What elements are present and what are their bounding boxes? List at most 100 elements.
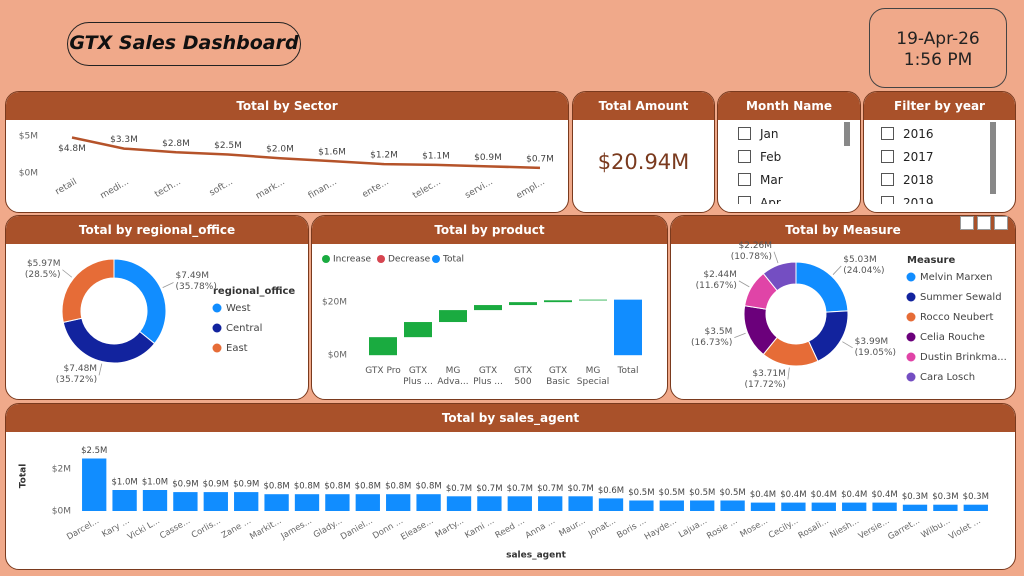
bar [386, 494, 411, 511]
x-tick-label: Jonat... [586, 516, 618, 540]
checkbox[interactable] [738, 173, 751, 186]
legend-swatch [377, 255, 385, 263]
slicer-label: Jan [760, 126, 779, 141]
filter-icon[interactable] [960, 216, 974, 230]
bar [690, 500, 715, 511]
x-tick-label: Elease... [399, 516, 435, 543]
checkbox[interactable] [881, 173, 894, 186]
slicer-label: Apr [760, 195, 781, 205]
legend-swatch [432, 255, 440, 263]
panel-title: Total by Sector [6, 92, 568, 120]
panel-title: Total by sales_agent [6, 404, 1015, 432]
donut-slice [795, 261, 849, 313]
slicer-item[interactable]: Apr [718, 191, 838, 204]
checkbox[interactable] [881, 196, 894, 204]
waterfall-bar [439, 310, 467, 323]
panel-title: Total by regional_office [6, 216, 308, 244]
bar [781, 502, 806, 511]
data-label: $2.0M [266, 145, 294, 155]
slicer-item[interactable]: 2018 [864, 168, 981, 191]
donut-slice [113, 258, 167, 345]
scrollbar[interactable] [990, 122, 996, 194]
x-tick-label: servi... [463, 177, 494, 201]
leader-line [842, 341, 853, 349]
slicer-item[interactable]: Mar [718, 168, 838, 191]
legend-swatch [906, 292, 916, 302]
data-label: $2.5M [214, 141, 242, 151]
time: 1:56 PM [903, 50, 973, 70]
checkbox[interactable] [881, 150, 894, 163]
donut-slice [61, 258, 115, 323]
data-label: $0.5M [659, 488, 685, 498]
data-label: $0.8M [415, 482, 441, 492]
bar [507, 496, 532, 511]
leader-line [832, 265, 842, 275]
x-tick-label: Cecily... [767, 516, 800, 541]
x-tick-label: Lajua... [677, 516, 709, 540]
date: 19-Apr-26 [896, 29, 980, 49]
bar [659, 500, 684, 511]
visual-icons [960, 216, 1008, 230]
checkbox[interactable] [738, 196, 751, 204]
scrollbar[interactable] [844, 122, 850, 146]
more-icon[interactable] [994, 216, 1008, 230]
bar [203, 492, 228, 511]
data-label: $7.49M (35.78%) [175, 271, 217, 293]
bar [598, 498, 624, 511]
x-tick-label: Rosie ... [705, 516, 739, 541]
leader-line [162, 282, 174, 289]
slicer-item[interactable]: 2016 [864, 122, 981, 145]
data-label: $0.8M [385, 482, 411, 492]
x-tick-label: Niesh... [828, 516, 861, 541]
leader-line [738, 280, 750, 288]
legend-label: Summer Sewald [920, 292, 1002, 303]
checkbox[interactable] [881, 127, 894, 140]
clock: 19-Apr-26 1:56 PM [869, 8, 1007, 88]
x-tick-label: Rosali... [797, 516, 831, 541]
x-tick-label: Garret... [886, 516, 921, 542]
y-tick-label: $20M [322, 298, 347, 308]
slicer-item[interactable]: 2019 [864, 191, 981, 205]
data-label: $1.2M [370, 151, 398, 161]
donut-slice [62, 317, 156, 364]
waterfall-bar [474, 305, 502, 311]
x-tick-label: Kami ... [463, 516, 496, 541]
region-chart: regional_office West Central East [61, 258, 295, 376]
bar [446, 496, 472, 511]
legend-swatch [906, 332, 916, 342]
data-label: $0.7M [537, 484, 563, 494]
amount-card: Total Amount $20.94M [572, 91, 715, 213]
checkbox[interactable] [738, 127, 751, 140]
y-tick-label: $0M [328, 351, 347, 361]
bar [933, 504, 958, 511]
legend-swatch [212, 343, 222, 353]
leader-line [62, 269, 73, 278]
slicer-item[interactable]: 2017 [864, 145, 981, 168]
checkbox[interactable] [738, 150, 751, 163]
bar [112, 490, 137, 511]
waterfall-bar [579, 299, 607, 301]
slicer-item[interactable]: Feb [718, 145, 838, 168]
year-slicer: Filter by year 2016 2017 2018 2019 [863, 91, 1016, 213]
slicer-label: Feb [760, 149, 782, 164]
y-tick-label: $0M [19, 169, 38, 179]
bar [294, 494, 320, 511]
x-tick-label: tech... [153, 177, 183, 200]
x-tick-label: Violet ... [947, 516, 982, 542]
slicer-label: 2019 [903, 195, 934, 205]
x-tick-label: Vicki L... [126, 516, 162, 542]
bar [720, 500, 745, 511]
data-label: $1.1M [422, 151, 450, 161]
slicer-item[interactable]: Jan [718, 122, 838, 145]
x-tick-label: Donn ... [371, 516, 405, 541]
slicer-label: 2017 [903, 149, 934, 164]
slicer-label: 2016 [903, 126, 934, 141]
data-label: $0.3M [932, 492, 958, 502]
legend-swatch [322, 255, 330, 263]
sector-panel: Total by Sector $0M $5M $4.8M retail $3.3M me… [5, 91, 569, 213]
data-label: $0.4M [871, 490, 897, 500]
data-label: $1.0M [142, 478, 168, 488]
focus-icon[interactable] [977, 216, 991, 230]
x-tick-label: telec... [411, 177, 443, 201]
